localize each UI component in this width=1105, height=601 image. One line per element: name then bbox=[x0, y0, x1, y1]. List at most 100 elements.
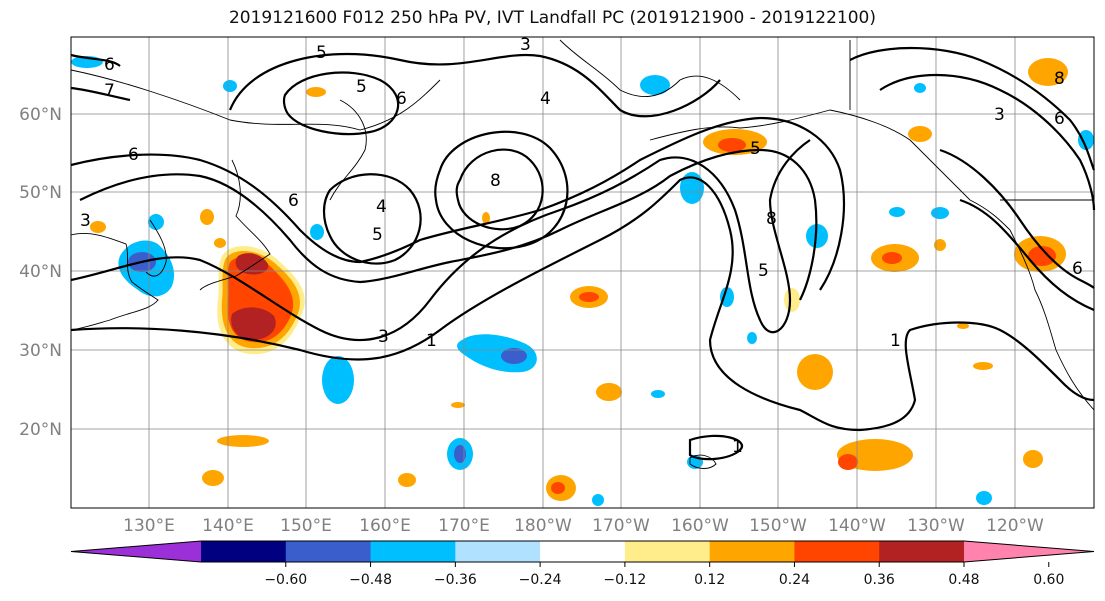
contour-label: 1 bbox=[426, 331, 437, 351]
shade-small-7 bbox=[908, 126, 932, 142]
colorbar-extend-max bbox=[964, 541, 1094, 562]
colorbar-tick-label: 0.12 bbox=[694, 572, 725, 588]
shade-subtrop-3-core bbox=[551, 482, 565, 494]
shade-japan-dark-south bbox=[231, 307, 276, 340]
positive-anomaly-shading bbox=[90, 58, 1068, 501]
contour-east-trough-2 bbox=[959, 198, 1095, 312]
contour-label: 3 bbox=[994, 105, 1005, 125]
colorbar-segment bbox=[540, 541, 626, 562]
longitude-label: 170°W bbox=[592, 516, 650, 536]
contour-label: 6 bbox=[128, 145, 139, 165]
colorbar-tick-label: −0.60 bbox=[264, 572, 307, 588]
contour-low-west bbox=[322, 173, 422, 265]
colorbar-segment bbox=[370, 541, 456, 562]
latitude-label: 50°N bbox=[19, 183, 62, 203]
shade-small-neg-9 bbox=[1078, 130, 1094, 150]
colorbar-segment bbox=[709, 541, 795, 562]
colorbar-tick-label: −0.12 bbox=[603, 572, 646, 588]
contour-5-bend bbox=[79, 148, 818, 301]
chart-title: 2019121600 F012 250 hPa PV, IVT Landfall… bbox=[228, 8, 876, 28]
coastlines bbox=[70, 39, 1095, 469]
shade-small-neg-10 bbox=[914, 83, 926, 93]
shade-bering-neg bbox=[640, 75, 670, 95]
shade-small-13 bbox=[957, 323, 969, 329]
contour-label: 5 bbox=[758, 261, 769, 281]
contour-low-mid-outer bbox=[434, 130, 569, 250]
contour-north-loop bbox=[282, 71, 400, 136]
shade-small-neg-2 bbox=[223, 80, 237, 92]
longitude-label: 160°E bbox=[359, 516, 411, 536]
longitude-label: 140°W bbox=[828, 516, 886, 536]
contour-ne-loop bbox=[849, 46, 1096, 171]
contour-label: 6 bbox=[1054, 109, 1065, 129]
shade-small-11 bbox=[1023, 450, 1043, 468]
shade-small-neg-8 bbox=[889, 207, 905, 217]
contour-label: 3 bbox=[520, 35, 531, 55]
colorbar: −0.60 −0.48 −0.36 −0.24 −0.12 0.12 0.24 0.36 0.4… bbox=[70, 540, 1095, 588]
pv-contours bbox=[70, 46, 1096, 461]
shade-small-neg-3 bbox=[310, 224, 324, 240]
shade-small-3 bbox=[202, 470, 224, 486]
shade-small-12 bbox=[973, 362, 993, 370]
shade-small-neg-11 bbox=[747, 332, 757, 344]
coast-namerica-west bbox=[1009, 229, 1095, 411]
shade-japan-dark-north bbox=[235, 253, 269, 275]
contour-label: 6 bbox=[1072, 259, 1083, 279]
shade-small-16 bbox=[934, 239, 946, 251]
longitude-label: 150°E bbox=[280, 516, 332, 536]
shade-east-neg-2 bbox=[720, 287, 734, 307]
shade-small-neg-7 bbox=[931, 207, 949, 219]
contour-label: 4 bbox=[376, 197, 387, 217]
contour-label: 5 bbox=[372, 225, 383, 245]
contour-3-main bbox=[70, 139, 811, 342]
contour-label: 3 bbox=[378, 327, 389, 347]
shade-small-5 bbox=[1028, 58, 1068, 86]
contour-label: 4 bbox=[540, 89, 551, 109]
colorbar-outline bbox=[70, 540, 1095, 563]
shade-east-neg-1 bbox=[806, 224, 828, 248]
colorbar-tick-label: 0.24 bbox=[779, 572, 810, 588]
shade-small-8 bbox=[214, 238, 226, 248]
shade-small-6 bbox=[306, 87, 326, 97]
contour-low-mid bbox=[455, 148, 544, 231]
contour-north-big bbox=[228, 52, 721, 118]
contour-label: 5 bbox=[750, 139, 761, 159]
colorbar-segment bbox=[455, 541, 541, 562]
contour-top-left-2 bbox=[70, 86, 131, 102]
shade-small-neg-5 bbox=[651, 390, 665, 398]
latitude-label: 20°N bbox=[19, 420, 62, 440]
contour-6-bend bbox=[70, 116, 846, 291]
latitude-label: 60°N bbox=[19, 105, 62, 125]
latitude-label: 40°N bbox=[19, 262, 62, 282]
shade-small-neg-6 bbox=[976, 491, 992, 505]
shade-california-core bbox=[1028, 246, 1056, 266]
shade-subtrop-neg-2-core bbox=[454, 445, 466, 463]
contour-label: 6 bbox=[104, 55, 115, 75]
colorbar-segment bbox=[879, 541, 965, 562]
shade-small-10 bbox=[90, 221, 106, 233]
shade-small-neg-12 bbox=[592, 494, 604, 506]
coast-korea bbox=[145, 219, 167, 277]
shade-small-15 bbox=[784, 288, 800, 312]
shade-small-2 bbox=[217, 435, 269, 447]
colorbar-tick-label: −0.24 bbox=[519, 572, 562, 588]
contour-label: 1 bbox=[890, 331, 901, 351]
shade-small-1 bbox=[596, 383, 622, 401]
longitude-label: 150°W bbox=[749, 516, 807, 536]
contour-east-trough-1 bbox=[939, 148, 1095, 289]
colorbar-tick-label: −0.36 bbox=[434, 572, 477, 588]
shade-subtrop-2-core bbox=[838, 454, 858, 470]
shade-small-4 bbox=[398, 473, 416, 487]
shade-small-9 bbox=[200, 209, 214, 225]
coast-hawaii bbox=[689, 454, 717, 469]
map-frame bbox=[70, 36, 1095, 509]
contour-label: 8 bbox=[490, 171, 501, 191]
shade-gulf-alaska-north-core bbox=[718, 138, 746, 152]
contour-label: 1 bbox=[732, 437, 743, 457]
shade-subtrop-1 bbox=[797, 354, 833, 390]
longitude-label: 180°W bbox=[514, 516, 572, 536]
longitude-label: 140°E bbox=[202, 516, 254, 536]
contour-1-main bbox=[70, 176, 1095, 432]
longitude-label: 160°W bbox=[671, 516, 729, 536]
